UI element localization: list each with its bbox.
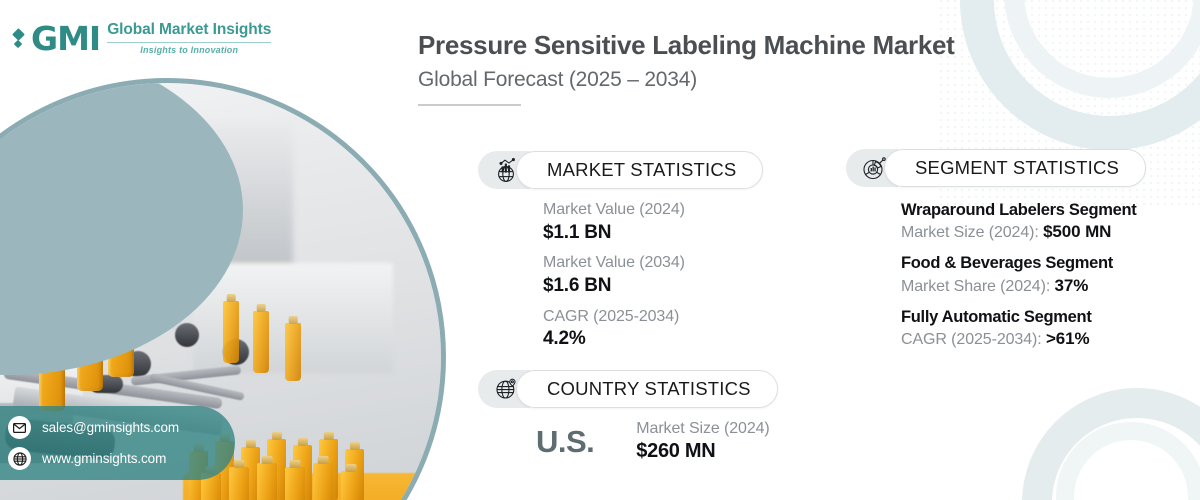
market-statistics-label: MARKET STATISTICS [516, 151, 764, 189]
country-stat-value: $260 MN [636, 440, 716, 462]
market-stat-label: CAGR (2025-2034) [543, 307, 680, 325]
segment-stat-row: Fully Automatic Segment CAGR (2025-2034)… [901, 307, 1137, 351]
title-underline [418, 104, 521, 107]
decorative-ring-top-right-outer [960, 0, 1200, 150]
contact-email-row[interactable]: sales@gminsights.com [8, 416, 221, 439]
segment-stat-title: Wraparound Labelers Segment [901, 201, 1137, 219]
brand-logo[interactable]: GMI Global Market Insights Insights to I… [12, 19, 272, 58]
market-stat-value: $1.1 BN [543, 221, 612, 243]
segment-stat-title: Fully Automatic Segment [901, 307, 1092, 326]
segment-stat-metric: Market Size (2024): $500 MN [901, 221, 1137, 244]
page-subtitle: Global Forecast (2025 – 2034) [418, 68, 698, 92]
segment-stat-metric: CAGR (2025-2034): >61% [901, 328, 1137, 351]
logo-initials: GMI [31, 19, 101, 58]
decorative-ring-top-right-inner [1004, 0, 1200, 98]
market-stat-row: Market Value (2034) $1.6 BN [543, 252, 685, 297]
globe-icon [8, 447, 31, 470]
contact-website: www.gminsights.com [42, 451, 167, 466]
country-statistics-header: COUNTRY STATISTICS [478, 370, 778, 408]
segment-stat-metric-label: CAGR (2025-2034): [901, 331, 1046, 349]
segment-statistics-body: Wraparound Labelers Segment Market Size … [901, 200, 1137, 360]
market-stat-row: Market Value (2024) $1.1 BN [543, 199, 685, 244]
contact-website-row[interactable]: www.gminsights.com [8, 447, 221, 470]
segment-stat-metric-label: Market Size (2024): [901, 224, 1044, 242]
country-statistics-label: COUNTRY STATISTICS [516, 370, 778, 408]
segment-stat-value: 37% [1054, 275, 1089, 295]
logo-tagline: Insights to Innovation [140, 44, 239, 55]
segment-stat-value: $500 MN [1043, 222, 1112, 242]
segment-statistics-header: SEGMENT STATISTICS [846, 149, 1147, 187]
market-stat-label: Market Value (2024) [543, 201, 685, 218]
market-stat-value: 4.2% [543, 328, 586, 350]
decorative-ring-bottom-right-inner [1056, 422, 1200, 500]
segment-stat-title: Food & Beverages Segment [901, 254, 1113, 273]
country-name: U.S. [536, 423, 595, 459]
logo-diamond-mark-icon [12, 28, 25, 49]
market-statistics-header: MARKET STATISTICS [478, 151, 764, 189]
title-block: Pressure Sensitive Labeling Machine Mark… [418, 30, 955, 107]
page-title: Pressure Sensitive Labeling Machine Mark… [418, 30, 955, 60]
contact-email: sales@gminsights.com [42, 420, 180, 435]
contact-badge: sales@gminsights.com www.gminsights.com [0, 406, 235, 480]
logo-divider [107, 41, 272, 43]
segment-stat-row: Wraparound Labelers Segment Market Size … [901, 200, 1137, 244]
segment-stat-row: Food & Beverages Segment Market Share (2… [901, 253, 1137, 297]
decorative-ring-bottom-right-outer [1022, 388, 1200, 500]
country-statistics-body: U.S. Market Size (2024) $260 MN [536, 420, 770, 463]
market-stat-row: CAGR (2025-2034) 4.2% [543, 306, 685, 351]
market-stat-value: $1.6 BN [543, 274, 612, 296]
logo-company-name: Global Market Insights [107, 21, 272, 39]
segment-stat-metric: Market Share (2024): 37% [901, 275, 1137, 298]
country-stat-label: Market Size (2024) [636, 420, 770, 437]
market-stat-label: Market Value (2034) [543, 254, 685, 272]
market-statistics-body: Market Value (2024) $1.1 BN Market Value… [543, 199, 685, 359]
envelope-icon [8, 416, 31, 439]
segment-statistics-label: SEGMENT STATISTICS [884, 149, 1147, 187]
segment-stat-value: >61% [1045, 329, 1090, 349]
segment-stat-metric-label: Market Share (2024): [901, 277, 1055, 295]
